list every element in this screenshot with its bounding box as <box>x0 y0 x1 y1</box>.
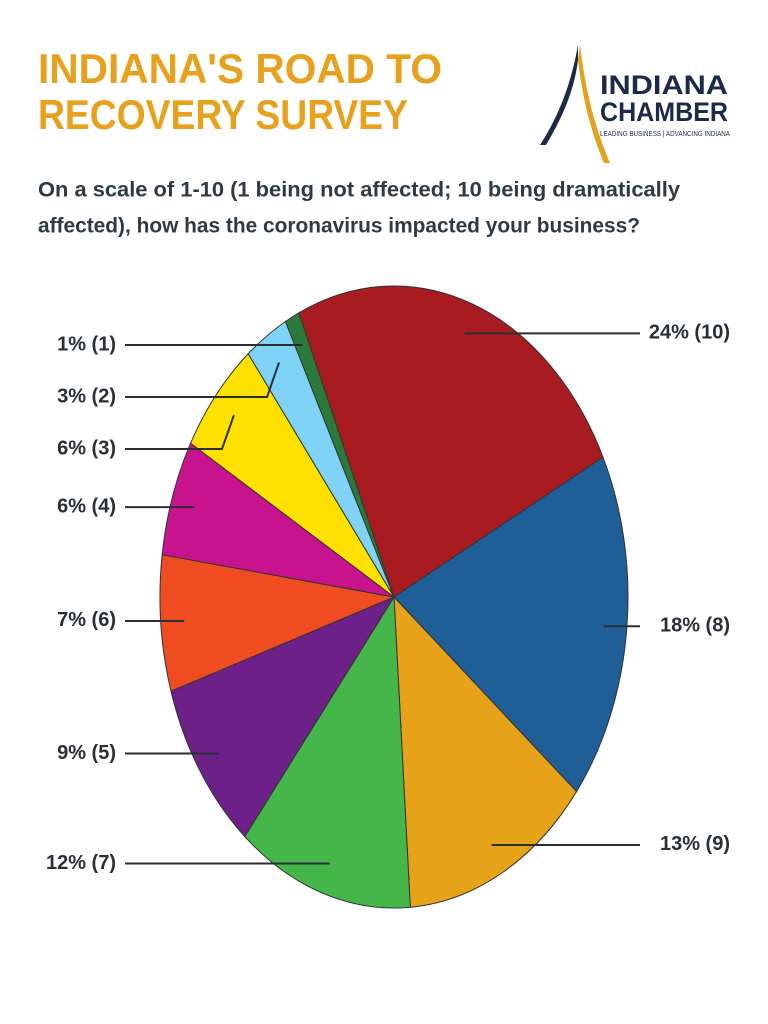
leader-line <box>125 414 235 451</box>
logo-swoosh <box>578 45 610 163</box>
pie-slice <box>159 554 396 692</box>
logo-name: CHAMBER <box>600 97 728 127</box>
slice-label: 7% (6) <box>57 609 116 631</box>
pie-slice <box>161 442 395 598</box>
slice-label: 3% (2) <box>57 385 116 407</box>
subtitle-line: On a scale of 1-10 (1 being not affected… <box>38 179 680 202</box>
pie-slice <box>284 312 395 598</box>
logo-swoosh <box>540 45 578 145</box>
pie-slice <box>298 285 604 598</box>
slice-label: 13% (9) <box>660 833 730 855</box>
pie-slice <box>393 595 578 908</box>
pie-slice <box>189 352 395 598</box>
leader-line <box>125 362 280 399</box>
logo-name: INDIANA <box>600 70 728 100</box>
subtitle-line: affected), how has the coronavirus impac… <box>38 215 640 238</box>
logo: INDIANA CHAMBER LEADING BUSINESS | ADVAN… <box>540 45 730 163</box>
slice-label: 1% (1) <box>57 333 116 355</box>
slice-label: 9% (5) <box>57 742 116 764</box>
slice-label: 6% (4) <box>57 495 116 517</box>
title-line: INDIANA'S ROAD TO <box>38 45 442 92</box>
slice-label: 6% (3) <box>57 437 116 459</box>
slice-label: 24% (10) <box>649 322 730 344</box>
pie-slice <box>393 456 629 793</box>
slice-label: 18% (8) <box>660 615 730 637</box>
title-line: RECOVERY SURVEY <box>38 91 408 138</box>
slice-label: 12% (7) <box>46 852 116 874</box>
pie-slice <box>244 595 411 909</box>
pie-slice <box>170 595 396 838</box>
logo-tagline: LEADING BUSINESS | ADVANCING INDIANA <box>600 131 730 138</box>
